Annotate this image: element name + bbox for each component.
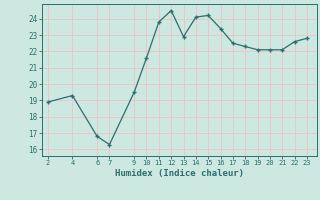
X-axis label: Humidex (Indice chaleur): Humidex (Indice chaleur) — [115, 169, 244, 178]
